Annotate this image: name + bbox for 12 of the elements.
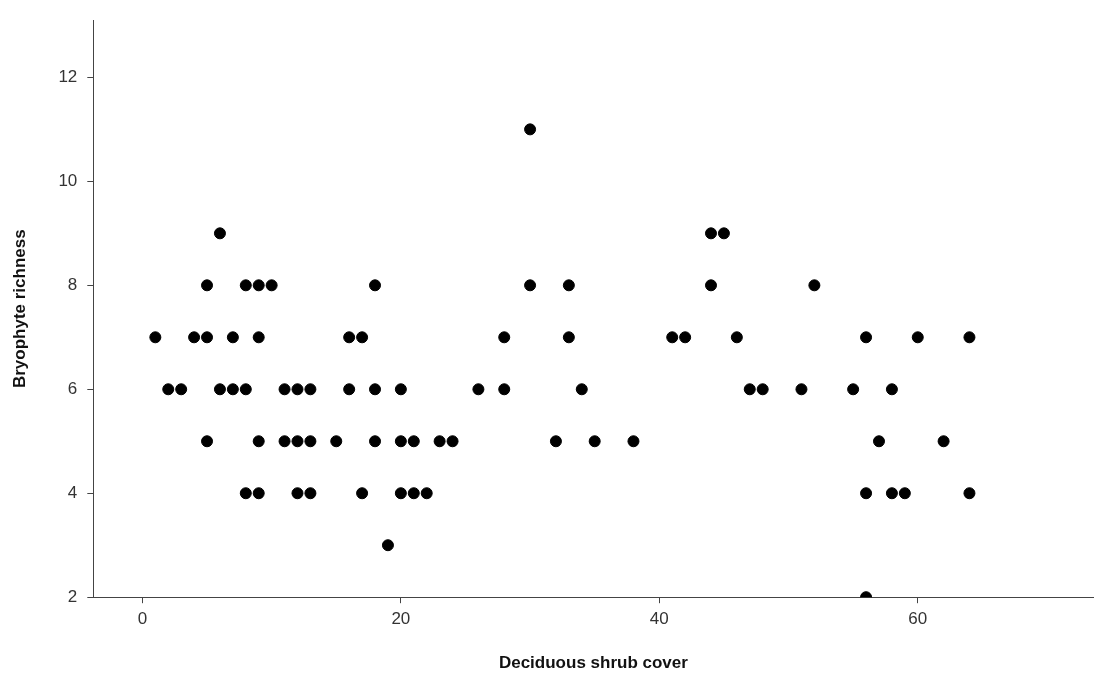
y-tick-label: 10 (58, 171, 78, 191)
y-tick-label: 2 (67, 586, 78, 606)
x-tick-label: 20 (391, 609, 411, 629)
x-axis-title: Deciduous shrub cover (498, 653, 689, 673)
y-tick-label: 12 (58, 67, 78, 87)
y-tick-label: 4 (67, 482, 78, 502)
y-axis-title: Bryophyte richness (9, 229, 29, 389)
y-tick-label: 8 (67, 275, 78, 294)
x-tick-label: 0 (137, 609, 148, 629)
x-tick-label: 60 (908, 609, 928, 629)
x-tick-label: 40 (649, 609, 669, 629)
y-tick-label: 6 (67, 378, 78, 398)
